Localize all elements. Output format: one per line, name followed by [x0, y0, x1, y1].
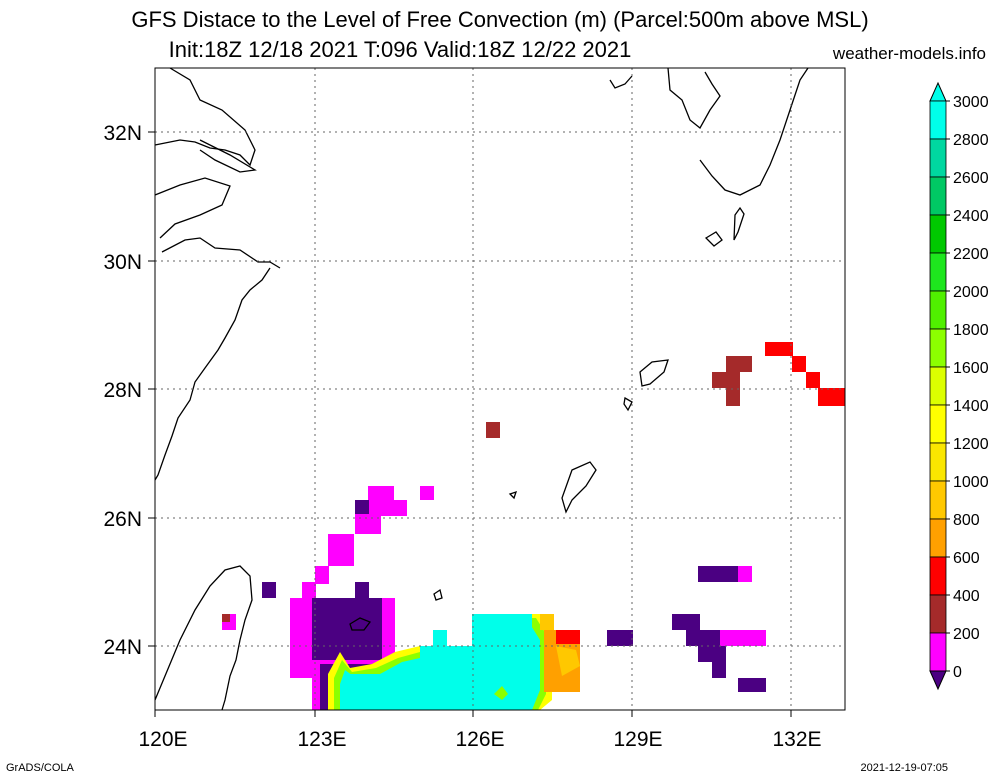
axis-ticks	[148, 131, 792, 717]
colorbar-label: 2800	[953, 132, 989, 149]
colorbar-label: 2600	[953, 170, 989, 187]
colorbar-segment	[929, 404, 947, 444]
colorbar-max-arrow	[929, 81, 947, 102]
colorbar-label: 2200	[953, 246, 989, 263]
colorbar-segment	[929, 138, 947, 178]
colorbar-label: 600	[953, 550, 980, 567]
lat-label-30n: 30N	[103, 251, 142, 274]
colorbar-label: 2000	[953, 284, 989, 301]
colorbar-segment	[929, 100, 947, 140]
lon-label-120e: 120E	[138, 728, 187, 751]
colorbar-segment	[929, 176, 947, 216]
lon-label-129e: 129E	[613, 728, 662, 751]
colorbar-segment	[929, 442, 947, 482]
colorbar-label: 1800	[953, 322, 989, 339]
colorbar-segment	[929, 328, 947, 368]
lon-label-132e: 132E	[772, 728, 821, 751]
lat-label-24n: 24N	[103, 636, 142, 659]
lon-label-126e: 126E	[455, 728, 504, 751]
colorbar-segment	[929, 290, 947, 330]
colorbar-min-arrow	[929, 670, 947, 691]
colorbar-segment	[929, 518, 947, 558]
colorbar-segment	[929, 214, 947, 254]
coastlines	[154, 67, 809, 711]
colorbar-label: 3000	[953, 94, 989, 111]
colorbar-segment	[929, 252, 947, 292]
colorbar-label: 200	[953, 626, 980, 643]
colorbar-label: 2400	[953, 208, 989, 225]
colorbar: 3000280026002400220020001800160014001200…	[929, 81, 989, 691]
colorbar-segment	[929, 556, 947, 596]
colorbar-label: 1200	[953, 436, 989, 453]
colorbar-label: 1400	[953, 398, 989, 415]
chart-title: GFS Distace to the Level of Free Convect…	[131, 7, 869, 32]
site-credit: weather-models.info	[832, 44, 986, 63]
lat-label-32n: 32N	[103, 122, 142, 145]
colorbar-segment	[929, 480, 947, 520]
lat-label-26n: 26N	[103, 508, 142, 531]
colorbar-label: 800	[953, 512, 980, 529]
colorbar-segment	[929, 632, 947, 672]
lat-label-28n: 28N	[103, 379, 142, 402]
gridlines	[155, 68, 845, 710]
lon-label-123e: 123E	[297, 728, 346, 751]
colorbar-label: 1600	[953, 360, 989, 377]
colorbar-segment	[929, 366, 947, 406]
lfc-shading	[222, 342, 845, 710]
colorbar-label: 400	[953, 588, 980, 605]
software-credit: GrADS/COLA	[6, 762, 74, 774]
colorbar-label: 0	[953, 664, 962, 681]
colorbar-label: 1000	[953, 474, 989, 491]
render-timestamp: 2021-12-19-07:05	[860, 762, 948, 774]
colorbar-segment	[929, 594, 947, 634]
chart-subtitle: Init:18Z 12/18 2021 T:096 Valid:18Z 12/2…	[168, 37, 632, 62]
